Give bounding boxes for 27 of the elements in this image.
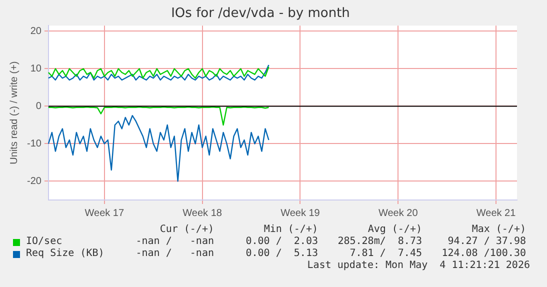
text: 7.81 / 7.45 xyxy=(348,248,422,260)
x-tick-label: Week 18 xyxy=(182,208,222,219)
y-tick-label: -20 xyxy=(27,176,42,187)
text: 94.27 / 37.98 xyxy=(446,236,526,248)
x-tick-label: Week 20 xyxy=(378,208,418,219)
text: Avg (-/+) xyxy=(366,224,422,236)
text: 285.28m/ 8.73 xyxy=(336,236,422,248)
y-tick-label: 20 xyxy=(30,26,42,37)
text: Min (-/+) xyxy=(262,224,318,236)
legend-label: Req Size (KB) xyxy=(25,248,106,260)
text: 124.08 /100.30 xyxy=(440,248,526,260)
y-tick-label: -10 xyxy=(27,138,42,150)
text: -nan / -nan xyxy=(134,248,214,260)
x-tick-label: Week 17 xyxy=(84,208,124,219)
x-tick-label: Week 21 xyxy=(476,208,516,219)
text: 0.00 / 2.03 xyxy=(244,236,318,248)
text: Last update: Mon May 4 11:21:21 2026 xyxy=(306,260,530,271)
text: 0.00 / 5.13 xyxy=(244,248,318,260)
text: Max (-/+) xyxy=(470,224,526,236)
chart-title: IOs for /dev/vda - by month xyxy=(171,6,350,22)
y-axis-title: Units read (-) / write (+) xyxy=(8,61,20,164)
y-tick-label: 0 xyxy=(36,100,42,112)
legend-label: IO/sec xyxy=(25,236,64,248)
text: Cur (-/+) xyxy=(158,224,214,236)
y-tick-label: 10 xyxy=(30,63,42,74)
x-tick-label: Week 19 xyxy=(280,208,320,219)
text: -nan / -nan xyxy=(134,236,214,248)
